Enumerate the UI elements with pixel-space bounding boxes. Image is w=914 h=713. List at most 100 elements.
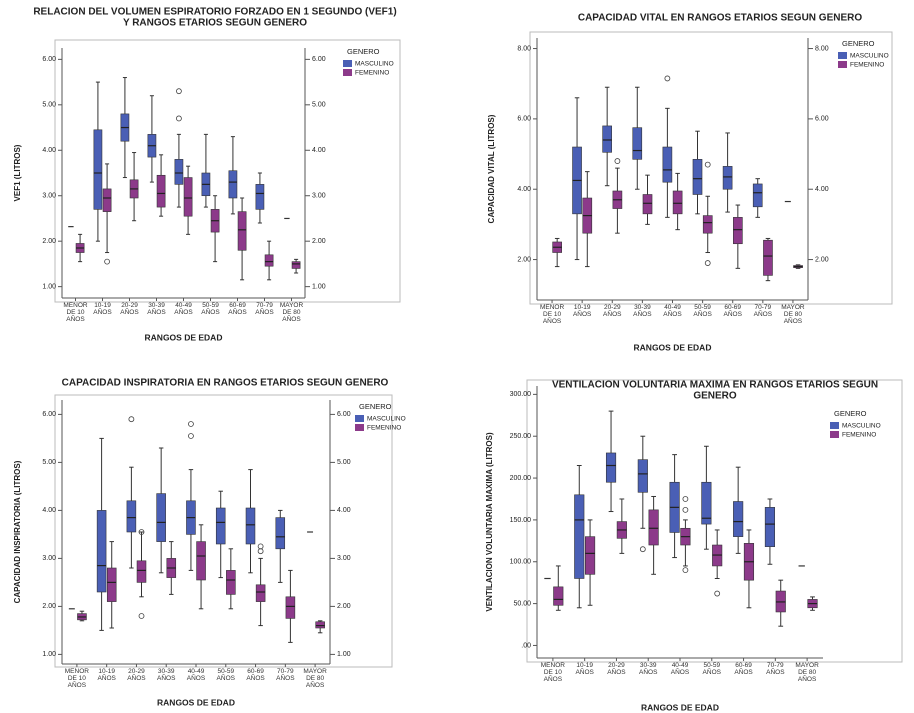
x-tick-label: MAYOR DE 80 AÑOS <box>279 302 304 323</box>
legend-swatch <box>355 424 364 431</box>
box <box>752 183 763 208</box>
y-tick-label: 250.00 <box>510 433 532 440</box>
x-tick-label: 40-49 AÑOS <box>663 304 682 318</box>
box <box>237 211 247 251</box>
outlier <box>682 506 689 513</box>
y2-tick-label: 1.00 <box>312 283 326 290</box>
y-axis-label: VEF1 (LITROS) <box>13 144 22 201</box>
box <box>228 170 238 199</box>
y-tick-label: 8.00 <box>517 45 531 52</box>
x-tick-label: 60-69 AÑOS <box>723 304 742 318</box>
box <box>692 159 703 195</box>
x-tick-label: 30-39 AÑOS <box>633 304 652 318</box>
x-tick-label: 40-49 AÑOS <box>186 668 206 682</box>
y2-tick-label: 2.00 <box>815 256 829 263</box>
x-tick-label: 20-29 AÑOS <box>120 302 139 316</box>
box <box>285 596 296 619</box>
y-tick-label: 200.00 <box>510 475 532 482</box>
chart-title: RELACION DEL VOLUMEN ESPIRATORIO FORZADO… <box>33 7 396 18</box>
outlier <box>188 433 194 439</box>
x-tick-label: 10-19 AÑOS <box>97 668 116 682</box>
x-axis-label: RANGOS DE EDAD <box>157 697 235 707</box>
outlier <box>128 416 135 423</box>
box <box>255 584 266 602</box>
y-tick-label: 4.00 <box>517 186 531 193</box>
y-tick-label: 50.00 <box>513 600 531 607</box>
box <box>764 507 775 547</box>
y2-tick-label: 1.00 <box>337 651 351 658</box>
box <box>275 517 286 550</box>
outlier <box>682 567 689 574</box>
outlier <box>138 613 145 619</box>
box <box>672 190 683 215</box>
chart-title: Y RANGOS ETARIOS SEGUN GENERO <box>123 18 307 29</box>
plot-frame <box>529 31 893 305</box>
y-tick-label: 100.00 <box>510 559 532 566</box>
legend-swatch <box>343 60 352 67</box>
legend-label: MASCULINO <box>355 61 394 68</box>
y-axis-label: VENTILACION VOLUNTARIA MAXIMA (LITROS) <box>485 432 494 612</box>
x-tick-label: 20-29 AÑOS <box>127 668 146 682</box>
y-tick-label: 1.00 <box>42 283 56 290</box>
y-tick-label: 6.00 <box>42 56 56 63</box>
legend-swatch <box>838 52 847 59</box>
y2-tick-label: 4.00 <box>337 507 351 514</box>
outlier <box>257 543 264 550</box>
x-tick-label: 50-59 AÑOS <box>693 304 712 318</box>
plot-frame <box>54 39 401 303</box>
x-tick-label: 40-49 AÑOS <box>670 662 690 676</box>
box <box>106 567 117 602</box>
y2-tick-label: 2.00 <box>312 238 326 245</box>
box <box>264 254 274 267</box>
legend-label: MASCULINO <box>842 423 881 430</box>
x-tick-label: MAYOR DE 80 AÑOS <box>303 668 327 689</box>
x-tick-label: 60-69 AÑOS <box>734 662 753 676</box>
box <box>96 510 107 593</box>
box <box>245 507 256 545</box>
outlier <box>176 115 182 122</box>
y2-tick-label: 5.00 <box>337 459 351 466</box>
x-tick-label: 70-79 AÑOS <box>255 302 274 316</box>
legend-label: FEMENINO <box>850 62 884 69</box>
legend-label: MASCULINO <box>850 53 889 60</box>
y2-tick-label: 6.00 <box>337 411 351 418</box>
box <box>632 127 643 160</box>
y-tick-label: 4.00 <box>42 147 56 154</box>
box <box>196 541 206 581</box>
legend-swatch <box>830 422 839 429</box>
legend-label: FEMENINO <box>367 425 401 432</box>
box <box>291 261 301 269</box>
box <box>642 194 653 215</box>
outlier <box>176 88 182 95</box>
y2-tick-label: 4.00 <box>312 147 326 154</box>
x-tick-label: 30-39 AÑOS <box>639 662 658 676</box>
x-tick-label: 20-29 AÑOS <box>603 304 622 318</box>
box <box>602 125 612 153</box>
y-tick-label: 1.00 <box>42 651 56 658</box>
x-tick-label: MAYOR DE 80 AÑOS <box>795 662 819 683</box>
x-axis-label: RANGOS DE EDAD <box>634 342 712 352</box>
box <box>315 621 325 629</box>
x-tick-label: 10-19 AÑOS <box>572 304 592 318</box>
outlier <box>664 75 671 82</box>
x-tick-label: 30-39 AÑOS <box>157 668 176 682</box>
outlier <box>639 546 646 553</box>
box <box>637 459 648 493</box>
y2-tick-label: 6.00 <box>312 56 326 63</box>
y2-tick-label: 3.00 <box>312 193 326 200</box>
outlier <box>714 590 721 597</box>
chart-title: CAPACIDAD VITAL EN RANGOS ETARIOS SEGUN … <box>578 13 863 24</box>
chart-title: CAPACIDAD INSPIRATORIA EN RANGOS ETARIOS… <box>62 378 389 389</box>
x-tick-label: 70-79 AÑOS <box>276 668 295 682</box>
box <box>701 481 712 525</box>
box <box>156 174 166 208</box>
x-tick-label: MENOR DE 10 AÑOS <box>540 662 565 683</box>
y-tick-label: 6.00 <box>42 411 56 418</box>
box <box>553 586 564 606</box>
y2-tick-label: 5.00 <box>312 102 326 109</box>
x-axis-label: RANGOS DE EDAD <box>641 702 719 712</box>
legend-label: MASCULINO <box>367 416 406 423</box>
box <box>93 129 103 210</box>
x-axis-label: RANGOS DE EDAD <box>145 332 223 342</box>
